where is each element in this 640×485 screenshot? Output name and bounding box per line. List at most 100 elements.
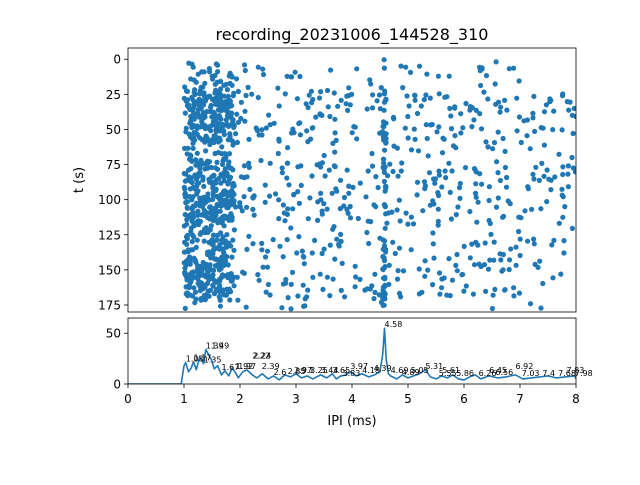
raster-point (435, 218, 441, 224)
raster-point (355, 215, 361, 222)
raster-point (381, 202, 387, 208)
raster-point (194, 191, 200, 197)
raster-point (506, 266, 512, 273)
raster-point (419, 289, 425, 295)
raster-point (207, 227, 213, 233)
raster-point (215, 149, 221, 156)
raster-point (198, 297, 204, 303)
raster-point (230, 201, 236, 207)
raster-point (213, 87, 219, 93)
raster-point (189, 133, 195, 139)
ipi-peak-label: 6.56 (495, 368, 513, 377)
ipi-peak-label: 1.03 (186, 355, 204, 364)
raster-point (246, 136, 252, 142)
raster-point (243, 304, 249, 310)
raster-point (183, 98, 189, 104)
raster-point (504, 107, 510, 113)
raster-point (572, 169, 576, 175)
raster-point (275, 150, 281, 157)
raster-point (565, 171, 571, 177)
raster-point (215, 107, 221, 113)
raster-point (479, 181, 485, 187)
raster-point (381, 57, 387, 63)
raster-point (313, 114, 319, 120)
raster-point (307, 195, 313, 201)
raster-point (421, 179, 428, 185)
raster-point (494, 159, 500, 165)
raster-point (246, 160, 252, 166)
raster-point (441, 136, 447, 142)
ipi-peak-label: 5.55 (439, 369, 457, 378)
raster-point (183, 234, 190, 240)
raster-point (448, 126, 455, 132)
raster-point (242, 108, 248, 114)
raster-point (562, 204, 568, 210)
raster-point (217, 137, 223, 143)
raster-point (517, 236, 523, 242)
raster-point (364, 286, 370, 292)
raster-point (463, 283, 469, 289)
raster-point (450, 143, 457, 149)
raster-point (304, 128, 310, 134)
raster-point (516, 290, 523, 296)
raster-point (241, 62, 248, 68)
ipi-peak-label: 5.86 (456, 369, 474, 378)
raster-point (352, 284, 358, 290)
raster-point (469, 124, 475, 130)
raster-point (301, 261, 307, 267)
raster-point (267, 193, 273, 199)
raster-point (208, 255, 214, 261)
raster-point (460, 125, 466, 131)
raster-point (221, 128, 227, 134)
raster-point (201, 112, 208, 118)
raster-point (412, 92, 418, 98)
raster-point (382, 147, 388, 153)
raster-point (271, 120, 277, 126)
raster-point (381, 99, 388, 105)
ipi-x-tick-label: 1 (180, 392, 188, 406)
raster-point (319, 112, 325, 118)
ipi-x-tick-label: 8 (572, 392, 580, 406)
raster-point (397, 218, 403, 224)
raster-point (414, 110, 421, 117)
raster-point (367, 77, 373, 83)
raster-point (302, 296, 308, 302)
raster-point (489, 305, 495, 312)
raster-point (336, 241, 342, 247)
raster-point (502, 164, 508, 171)
raster-point (190, 293, 196, 299)
raster-point (210, 109, 217, 115)
raster-point (475, 242, 481, 248)
raster-point (184, 290, 190, 296)
raster-point (346, 93, 352, 99)
raster-point (385, 173, 391, 179)
raster-point (516, 228, 522, 235)
raster-point (472, 190, 479, 196)
raster-point (221, 178, 227, 184)
raster-point (463, 100, 469, 107)
raster-point (369, 150, 375, 157)
raster-point (288, 281, 294, 287)
raster-point (212, 216, 218, 222)
raster-point (342, 294, 348, 300)
raster-point (235, 88, 241, 95)
raster-point (368, 219, 374, 225)
raster-point (212, 97, 218, 103)
raster-point (206, 197, 212, 203)
raster-point (352, 263, 358, 269)
raster-point (486, 217, 492, 224)
raster-point (408, 147, 415, 153)
raster-point (498, 257, 504, 263)
raster-point (226, 159, 232, 165)
raster-point (541, 142, 548, 148)
raster-point (403, 64, 409, 70)
raster-point (398, 63, 404, 69)
raster-y-tick-label: 150 (98, 263, 121, 277)
raster-point (241, 163, 247, 169)
raster-point (550, 275, 556, 281)
raster-point (218, 116, 224, 122)
raster-point (416, 63, 423, 69)
raster-point (369, 163, 376, 169)
raster-point (493, 59, 499, 65)
